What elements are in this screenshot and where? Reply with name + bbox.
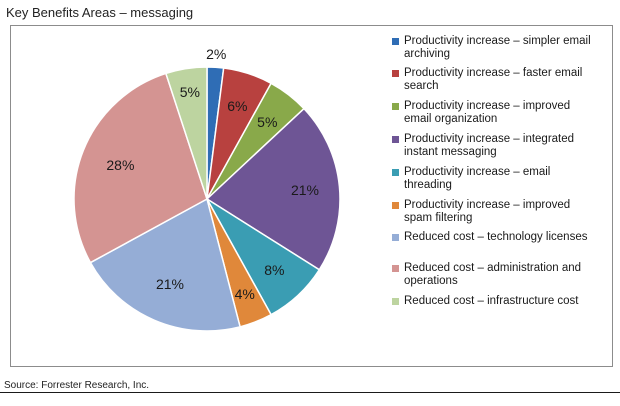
legend-swatch (392, 70, 399, 77)
legend-item: Productivity increase – email threading (392, 166, 599, 192)
legend-swatch (392, 136, 399, 143)
legend-item: Productivity increase – faster email sea… (392, 67, 599, 93)
legend-swatch (392, 169, 399, 176)
legend-label: Reduced cost – technology licenses (404, 231, 588, 243)
legend-label: Productivity increase – email threading (404, 166, 551, 191)
legend-label: Reduced cost – administration and operat… (404, 262, 582, 287)
legend-item: Reduced cost – technology licenses (392, 231, 599, 244)
slice-percent-label: 4% (234, 285, 255, 302)
slice-percent-label: 8% (264, 262, 285, 279)
legend-label: Reduced cost – infrastructure cost (404, 295, 579, 307)
slice-percent-label: 5% (179, 84, 201, 101)
pie-slice (73, 72, 208, 264)
legend-swatch (392, 234, 399, 241)
pie-slice (89, 197, 241, 332)
legend-label: Productivity increase – improved spam fi… (404, 199, 571, 224)
pie-slice (205, 107, 341, 271)
legend-swatch (392, 103, 399, 110)
slice-percent-label: 5% (257, 113, 278, 130)
legend-item: Productivity increase – simpler email ar… (392, 35, 599, 61)
legend-swatch (392, 38, 399, 45)
legend-item: Reduced cost – administration and operat… (392, 262, 599, 288)
slice-percent-label: 21% (290, 181, 320, 198)
footer-rule (0, 392, 620, 393)
source-note: Source: Forrester Research, Inc. (4, 380, 150, 391)
legend-label: Productivity increase – integrated insta… (404, 133, 575, 158)
legend-label: Productivity increase – faster email sea… (404, 67, 583, 92)
pie-slice (164, 66, 208, 200)
legend-item: Productivity increase – improved email o… (392, 100, 599, 126)
slice-percent-label: 6% (227, 98, 248, 115)
legend-swatch (392, 298, 399, 305)
slice-percent-label: 21% (155, 275, 185, 292)
legend-label: Productivity increase – simpler email ar… (404, 35, 591, 60)
slice-percent-label: 2% (206, 46, 227, 63)
slice-percent-label: 28% (106, 157, 135, 173)
legend-item: Productivity increase – improved spam fi… (392, 199, 599, 225)
legend-label: Productivity increase – improved email o… (404, 100, 571, 125)
legend-item: Productivity increase – integrated insta… (392, 133, 599, 159)
legend-swatch (392, 202, 399, 209)
chart-title: Key Benefits Areas – messaging (6, 5, 194, 20)
legend-swatch (392, 265, 399, 272)
legend-item: Reduced cost – infrastructure cost (392, 295, 599, 308)
